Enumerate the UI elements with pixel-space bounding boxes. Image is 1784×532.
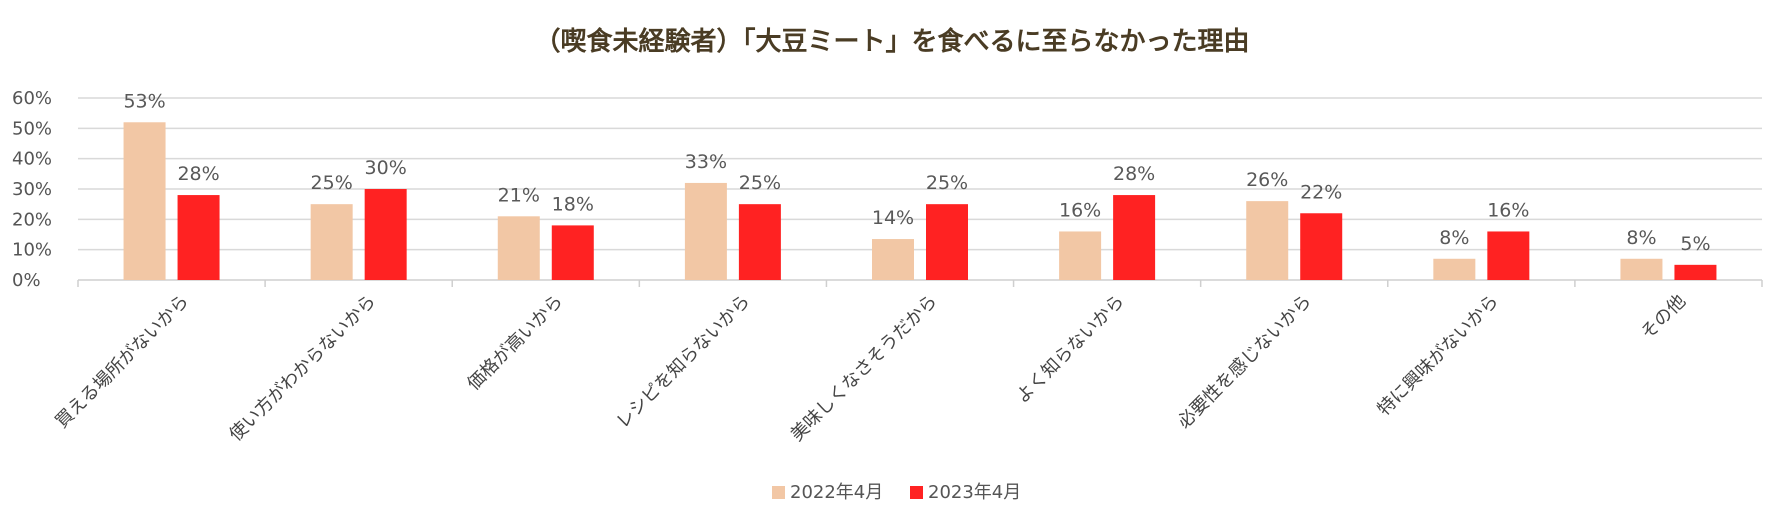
category-label: 使い方がわからないから — [225, 291, 380, 446]
y-tick-label: 40% — [12, 149, 52, 170]
y-tick-label: 20% — [12, 209, 52, 230]
bar-2022 — [1620, 258, 1663, 280]
bar-2022 — [684, 182, 727, 280]
y-tick-label: 60% — [12, 88, 52, 109]
data-label: 28% — [1113, 163, 1155, 185]
category-label: 買える場所がないから — [51, 291, 193, 433]
category-label: 特に興味がないから — [1373, 291, 1502, 420]
bar-2023 — [926, 204, 968, 280]
y-tick-label: 50% — [12, 118, 52, 139]
data-label: 25% — [926, 172, 968, 194]
category-label: レシピを知らないから — [612, 291, 754, 433]
legend-swatch — [772, 486, 785, 499]
category-label: 必要性を感じないから — [1174, 291, 1316, 433]
bar-2022 — [497, 216, 540, 280]
data-label: 33% — [685, 151, 727, 173]
bar-2022 — [1059, 231, 1102, 280]
y-tick-label: 10% — [12, 240, 52, 261]
data-label: 28% — [177, 163, 219, 185]
legend-label: 2022年4月 — [790, 482, 883, 503]
legend-label: 2023年4月 — [928, 482, 1021, 503]
bar-2022 — [310, 204, 353, 280]
data-label: 26% — [1246, 169, 1288, 191]
category-label: 美味しくなさそうだから — [787, 291, 942, 446]
x-axis-category-labels: 買える場所がないから 使い方がわからないから 価格が高いから レシピを知らないから 美味… — [51, 291, 1690, 446]
legend-swatch — [910, 486, 923, 499]
data-label: 53% — [123, 90, 165, 112]
data-label: 16% — [1059, 199, 1101, 221]
data-label: 8% — [1626, 227, 1656, 249]
bar-2022 — [1246, 201, 1289, 280]
bar-2023 — [177, 195, 220, 280]
bar-2023 — [1674, 264, 1717, 280]
gridlines — [77, 97, 1763, 287]
category-label: その他 — [1637, 291, 1690, 344]
bar-2023 — [1300, 213, 1343, 280]
data-label: 5% — [1680, 233, 1710, 255]
data-label: 8% — [1439, 227, 1469, 249]
data-label: 30% — [365, 157, 407, 179]
data-label: 21% — [498, 184, 540, 206]
data-labels: 53% 28% 25% 30% 21% 18% 33% 25% 14% 25% 16% 28% 26% 2… — [123, 90, 1710, 255]
y-tick-label: 0% — [12, 270, 41, 291]
data-label: 22% — [1300, 181, 1342, 203]
data-label: 14% — [872, 207, 914, 229]
data-label: 16% — [1487, 199, 1529, 221]
bar-2023 — [551, 225, 594, 280]
bar-2023 — [1487, 231, 1530, 280]
category-label: 価格が高いから — [463, 291, 567, 395]
category-label: よく知らないから — [1012, 291, 1129, 408]
bar-2022 — [872, 239, 914, 280]
bar-2023 — [738, 204, 781, 280]
bar-2022 — [1433, 258, 1476, 280]
bars — [123, 122, 1717, 281]
bar-2023 — [1113, 195, 1156, 280]
legend: 2022年4月 2023年4月 — [772, 482, 1021, 503]
bar-2022 — [123, 122, 166, 281]
y-axis-ticks: 0% 10% 20% 30% 40% 50% 60% — [12, 88, 52, 291]
chart-title: （喫食未経験者）「大豆ミート」を食べるに至らなかった理由 — [534, 26, 1249, 57]
bar-2023 — [364, 189, 407, 280]
data-label: 18% — [552, 193, 594, 215]
y-tick-label: 30% — [12, 179, 52, 200]
data-label: 25% — [311, 172, 353, 194]
data-label: 25% — [739, 172, 781, 194]
